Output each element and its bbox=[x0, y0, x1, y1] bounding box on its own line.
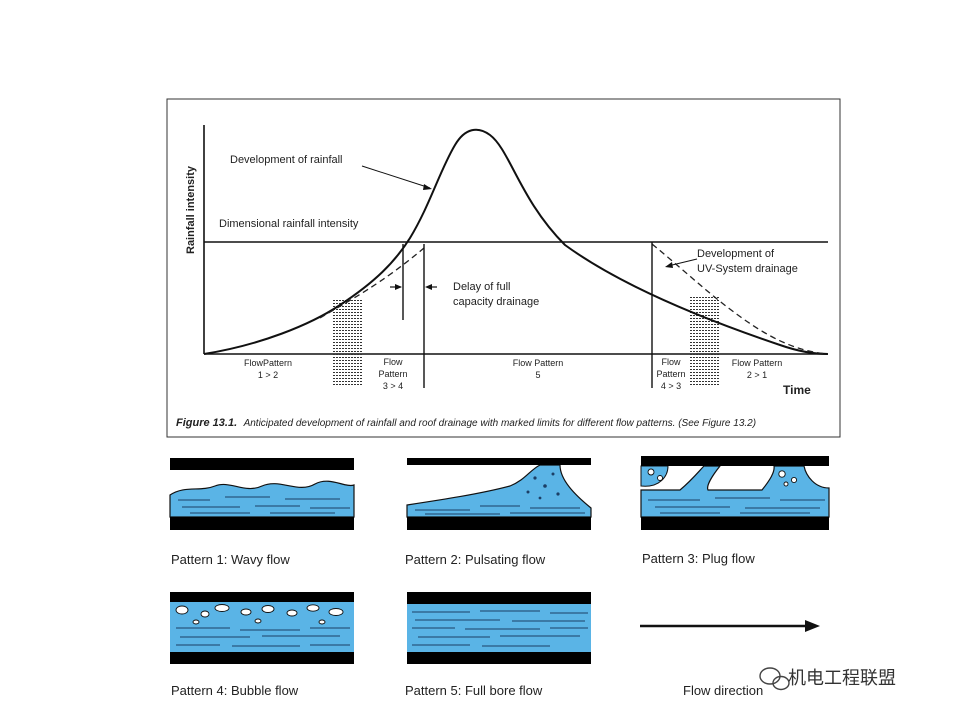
annotation-dimensional-intensity: Dimensional rainfall intensity bbox=[219, 218, 359, 230]
annotation-uv-line1: Development of bbox=[697, 248, 775, 260]
caption-text: Anticipated development of rainfall and … bbox=[243, 418, 757, 429]
hatched-band-1 bbox=[333, 300, 363, 386]
zone4-line2: Pattern bbox=[656, 369, 685, 379]
rainfall-leader bbox=[361, 165, 431, 189]
delay-arrowhead-right bbox=[425, 284, 432, 290]
annotation-delay-line2: capacity drainage bbox=[453, 296, 539, 308]
annotation-uv-line2: UV-System drainage bbox=[697, 263, 798, 275]
pipe-wall-bottom bbox=[641, 517, 829, 530]
uv-leader-head bbox=[665, 262, 673, 268]
zone5-line1: Flow Pattern bbox=[732, 358, 783, 368]
water-body bbox=[169, 480, 355, 518]
flow-streaks bbox=[176, 627, 350, 647]
pattern-4-label: Pattern 4: Bubble flow bbox=[171, 683, 299, 698]
figure-frame bbox=[166, 98, 841, 438]
flow-streaks bbox=[648, 497, 825, 514]
caption-label: Figure 13.1. bbox=[176, 417, 237, 429]
water-plugs bbox=[640, 465, 830, 518]
flow-direction-legend: Flow direction bbox=[640, 620, 820, 698]
zone3-line1: Flow Pattern bbox=[513, 358, 564, 368]
figure-caption: Figure 13.1. Anticipated development of … bbox=[176, 417, 756, 429]
pipe-wall-bottom bbox=[407, 517, 591, 530]
pattern-1-panel: Pattern 1: Wavy flow bbox=[169, 458, 355, 567]
pipe-wall-top bbox=[170, 592, 354, 602]
flow-streaks bbox=[415, 505, 585, 515]
pattern-3-label: Pattern 3: Plug flow bbox=[642, 551, 755, 566]
flow-direction-arrowhead bbox=[805, 620, 820, 632]
annotation-development-of-rainfall: Development of rainfall bbox=[230, 154, 343, 166]
pipe-wall-bottom bbox=[170, 652, 354, 664]
rainfall-leader-head bbox=[423, 184, 432, 190]
delay-arrowhead-left bbox=[395, 284, 402, 290]
hatched-band-2 bbox=[690, 295, 720, 387]
pipe-wall-bottom bbox=[407, 652, 591, 664]
y-axis-label: Rainfall intensity bbox=[185, 165, 197, 254]
flow-direction-label: Flow direction bbox=[683, 683, 763, 698]
bubbles bbox=[175, 604, 344, 625]
pipe-wall-top bbox=[170, 458, 354, 470]
pattern-3-panel: Pattern 3: Plug flow bbox=[640, 456, 830, 566]
pipe-wall-top bbox=[407, 458, 591, 465]
zone2-line3: 3 > 4 bbox=[383, 381, 403, 391]
pattern-2-panel: Pattern 2: Pulsating flow bbox=[405, 458, 592, 567]
rainfall-figure: Rainfall intensity Time Development of r… bbox=[166, 98, 841, 438]
pulse-bubbles bbox=[526, 472, 560, 500]
zone1-line2: 1 > 2 bbox=[258, 370, 278, 380]
flow-zone-labels: FlowPattern 1 > 2 Flow Pattern 3 > 4 Flo… bbox=[244, 357, 782, 391]
pattern-5-label: Pattern 5: Full bore flow bbox=[405, 683, 543, 698]
flow-streaks bbox=[412, 610, 588, 647]
pattern-5-panel: Pattern 5: Full bore flow bbox=[405, 592, 591, 698]
pipe-wall-top bbox=[407, 592, 591, 604]
zone4-line1: Flow bbox=[661, 357, 681, 367]
x-axis-label: Time bbox=[783, 383, 811, 397]
watermark-text: 机电工程联盟 bbox=[788, 668, 896, 689]
chat-bubble-icon bbox=[759, 667, 790, 691]
zone1-line1: FlowPattern bbox=[244, 358, 292, 368]
zone3-line2: 5 bbox=[535, 370, 540, 380]
annotation-delay-line1: Delay of full bbox=[453, 281, 510, 293]
uv-leader bbox=[667, 258, 698, 267]
pattern-2-label: Pattern 2: Pulsating flow bbox=[405, 552, 546, 567]
flow-streaks bbox=[178, 496, 350, 514]
drainage-rise-dashed bbox=[319, 247, 425, 319]
plug-bubbles bbox=[647, 468, 798, 487]
pipe-wall-top bbox=[641, 456, 829, 466]
pipe-wall-bottom bbox=[170, 517, 354, 530]
drainage-fall-dashed bbox=[651, 243, 829, 355]
pattern-4-panel: Pattern 4: Bubble flow bbox=[170, 592, 354, 698]
water-pulse bbox=[406, 464, 592, 518]
zone2-line2: Pattern bbox=[378, 369, 407, 379]
rainfall-curve bbox=[203, 128, 829, 355]
pattern-1-label: Pattern 1: Wavy flow bbox=[171, 552, 290, 567]
zone4-line3: 4 > 3 bbox=[661, 381, 681, 391]
watermark: 机电工程联盟 bbox=[759, 667, 896, 691]
zone5-line2: 2 > 1 bbox=[747, 370, 767, 380]
zone2-line1: Flow bbox=[383, 357, 403, 367]
